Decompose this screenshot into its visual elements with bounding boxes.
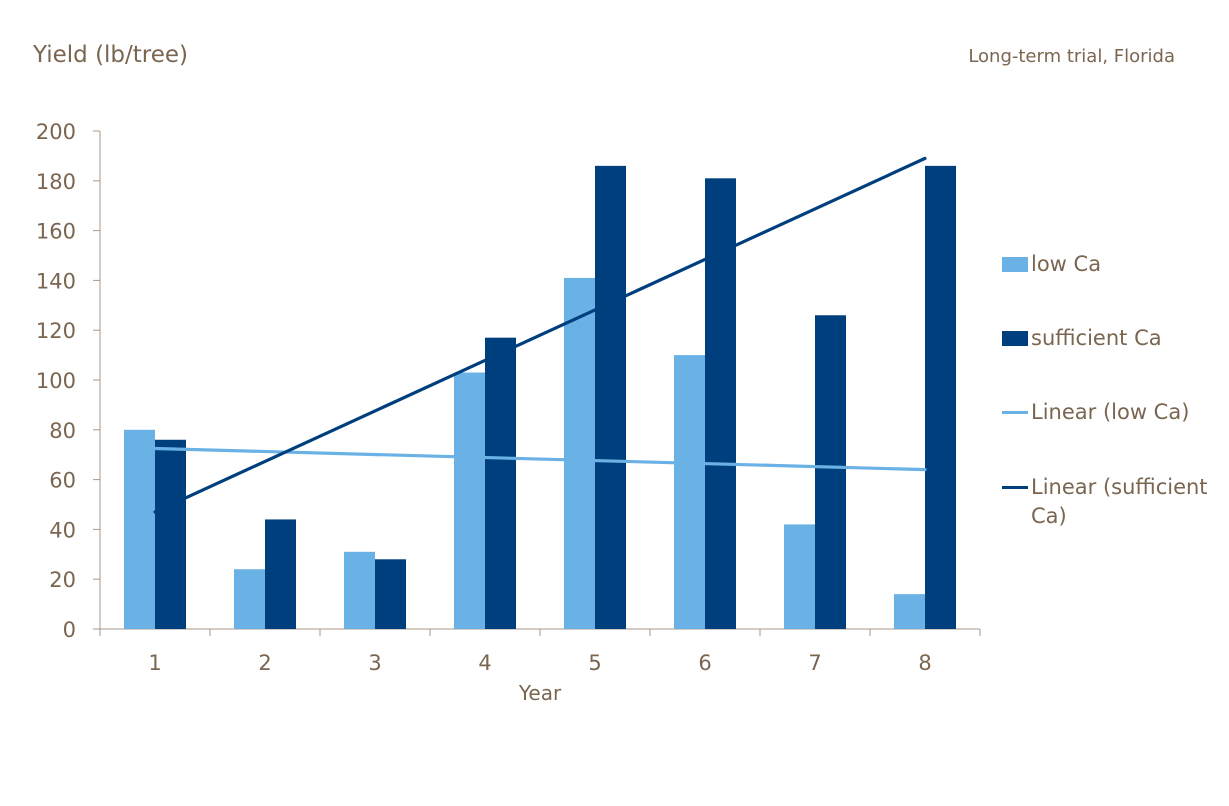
legend-label-low-ca: low Ca <box>1031 252 1102 276</box>
y-axis-title: Yield (lb/tree) <box>33 42 189 68</box>
x-tick-label: 8 <box>918 651 931 675</box>
legend-line-linear-sufficient-ca <box>1002 486 1028 489</box>
legend-label-linear-sufficient-ca: Linear (sufficient Ca) <box>1031 475 1208 528</box>
y-tick-label: 160 <box>36 220 76 244</box>
y-tick-label: 140 <box>36 269 76 293</box>
y-tick-label: 120 <box>36 319 76 343</box>
x-tick-label: 6 <box>698 651 711 675</box>
x-tick-label: 4 <box>478 651 491 675</box>
chart-note: Long-term trial, Florida <box>968 46 1175 67</box>
bar-sufficient-ca <box>595 165 626 630</box>
y-tick-label: 80 <box>49 419 76 443</box>
y-tick-label: 200 <box>36 120 76 144</box>
bar-sufficient-ca <box>485 337 516 629</box>
x-tick-label: 7 <box>808 651 821 675</box>
y-tick-label: 60 <box>49 469 76 493</box>
bar-low-ca <box>564 277 595 629</box>
x-axis-title: Year <box>518 681 562 705</box>
x-tick-label: 2 <box>258 651 271 675</box>
bar-low-ca <box>454 372 485 629</box>
y-tick-label: 20 <box>49 568 76 592</box>
y-tick-label: 0 <box>63 618 76 642</box>
bar-low-ca <box>784 524 815 629</box>
bar-low-ca <box>124 429 155 629</box>
bar-low-ca <box>344 551 375 629</box>
x-tick-label: 3 <box>368 651 381 675</box>
legend-swatch-low-ca <box>1002 257 1028 272</box>
bar-sufficient-ca <box>155 439 186 629</box>
bar-sufficient-ca <box>265 519 296 629</box>
bar-sufficient-ca <box>925 165 956 630</box>
x-tick-label: 5 <box>588 651 601 675</box>
legend-swatch-sufficient-ca <box>1002 331 1028 346</box>
bar-low-ca <box>234 569 265 629</box>
legend-label-linear-low-ca: Linear (low Ca) <box>1031 400 1190 424</box>
bar-sufficient-ca <box>815 315 846 629</box>
y-tick-label: 100 <box>36 369 76 393</box>
y-tick-label: 40 <box>49 518 76 542</box>
legend-line-linear-low-ca <box>1002 411 1028 414</box>
legend-label-sufficient-ca: sufficient Ca <box>1031 326 1162 350</box>
y-tick-label: 180 <box>36 170 76 194</box>
x-tick-label: 1 <box>148 651 161 675</box>
bar-low-ca <box>674 355 705 629</box>
bar-low-ca <box>894 594 925 629</box>
trendline-sufficient-ca <box>153 156 927 514</box>
bar-sufficient-ca <box>375 559 406 629</box>
